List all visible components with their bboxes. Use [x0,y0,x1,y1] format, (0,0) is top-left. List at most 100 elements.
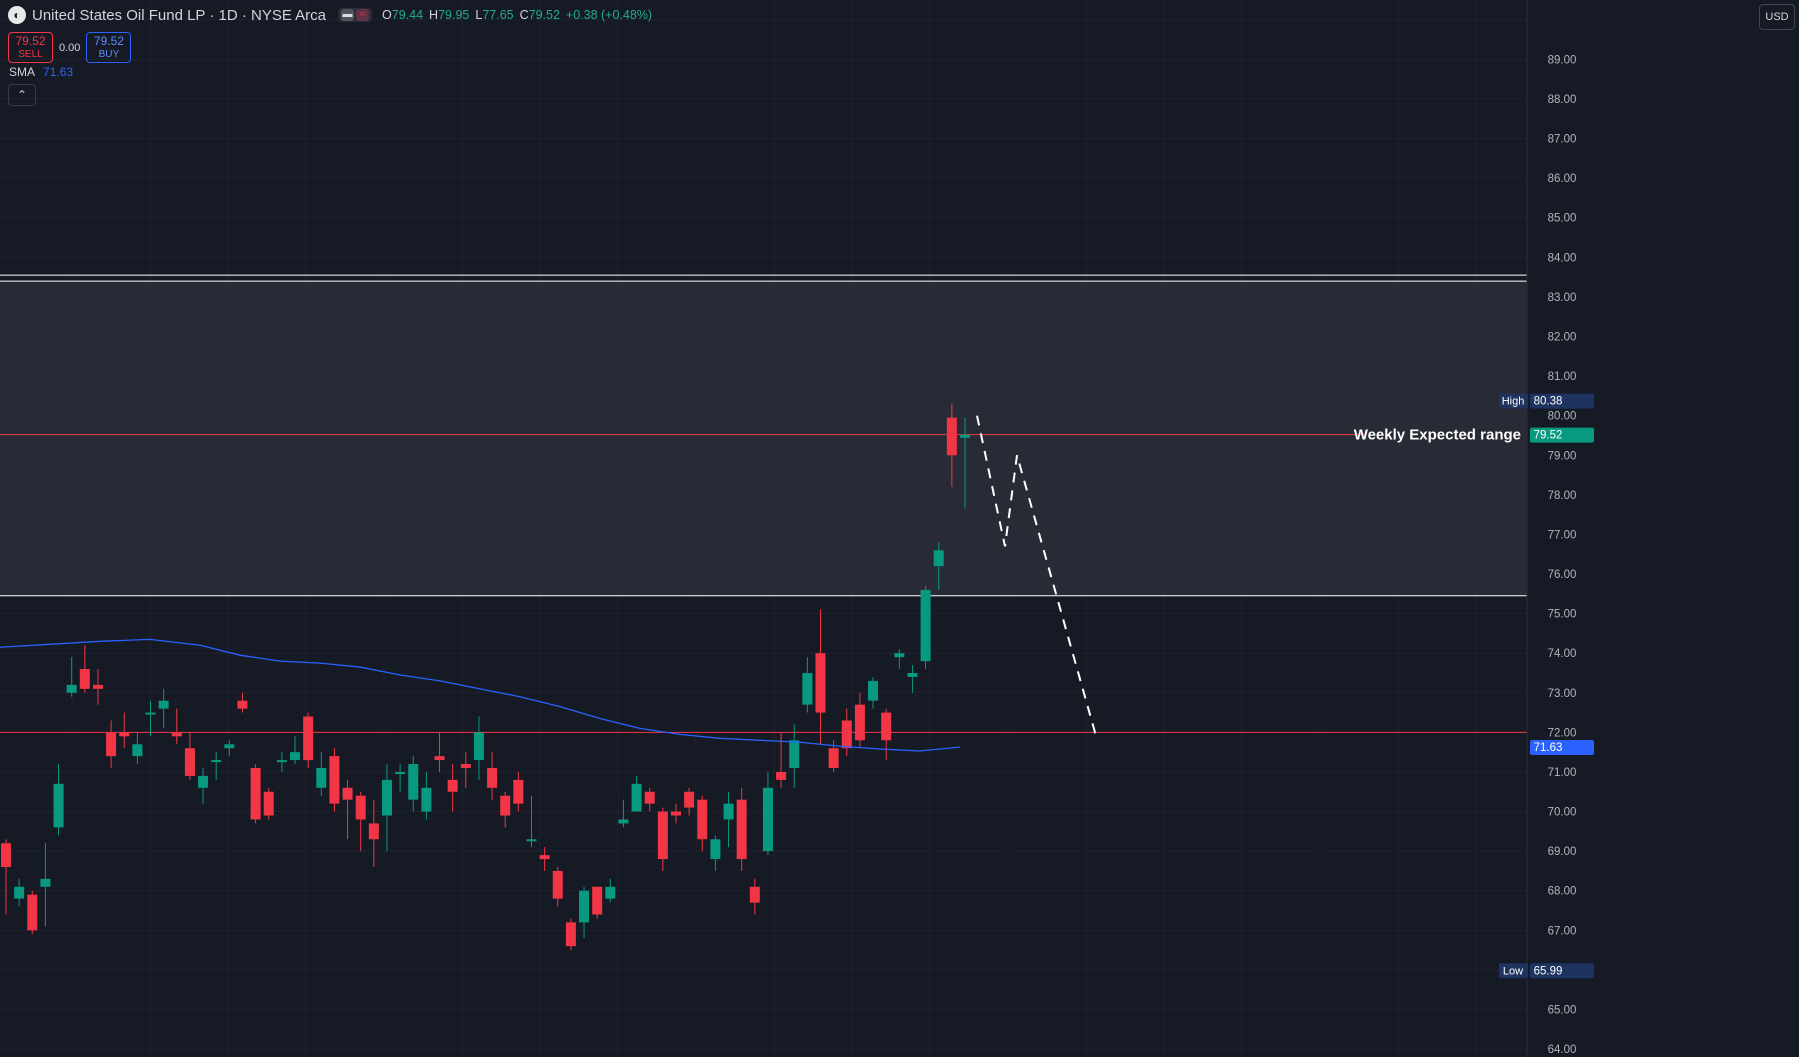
candle [500,795,511,816]
y-tick-label: 88.00 [1548,94,1577,106]
y-tick-label: 64.00 [1548,1044,1577,1056]
candle [894,653,905,658]
sell-button[interactable]: 79.52 SELL [8,32,53,63]
spread-value: 0.00 [59,41,81,54]
currency-button[interactable]: USD [1759,4,1795,30]
line-label: Weekly Expected range [1354,427,1521,444]
collapse-legend-button[interactable]: ⌃ [8,84,36,106]
y-tick-label: 69.00 [1548,846,1577,858]
candle [828,748,839,769]
symbol-logo-icon: ◐ [8,6,26,24]
candle [66,684,77,693]
price-badge-value: 65.99 [1534,965,1563,977]
candle [697,799,708,840]
candle [933,550,944,567]
candle [487,768,498,788]
candle [303,716,314,761]
candle [276,760,287,763]
candle [224,744,235,749]
ohlc-values: O79.44 H79.95 L77.65 C79.52 +0.38 (+0.48… [382,8,653,22]
candle [920,589,931,662]
data-delay-icon: ≈ [356,9,370,21]
candle [670,811,681,816]
candle [815,653,826,713]
candle [946,417,957,456]
candle [106,732,117,757]
y-tick-label: 67.00 [1548,925,1577,937]
price-badge-value: 71.63 [1534,742,1563,754]
candle [460,764,471,769]
price-badge [1530,740,1594,756]
y-tick-label: 83.00 [1548,292,1577,304]
candle [960,434,970,438]
y-tick-label: 87.00 [1548,134,1577,146]
sma-line [0,638,961,752]
price-badge-value: 80.38 [1534,396,1563,408]
candle [592,886,603,915]
price-badge-tag [1499,963,1528,979]
candle [368,823,379,840]
candle [171,732,182,737]
candle [421,787,432,812]
price-badge-label: Low [1503,965,1523,977]
candle [263,791,274,816]
y-tick-label: 72.00 [1548,727,1577,739]
price-badge [1530,393,1594,409]
candle [789,740,800,769]
y-tick-label: 75.00 [1548,609,1577,621]
candle [657,811,668,860]
symbol-title[interactable]: United States Oil Fund LP · 1D · NYSE Ar… [32,6,327,24]
price-change: +0.38 (+0.48%) [565,8,653,22]
symbol-header: ◐ United States Oil Fund LP · 1D · NYSE … [8,6,652,24]
trade-panel: 79.52 SELL 0.00 79.52 BUY [8,32,132,63]
y-tick-label: 84.00 [1548,252,1577,264]
y-tick-label: 79.00 [1548,450,1577,462]
projection-path [976,415,1103,734]
candle [145,712,156,715]
y-tick-label: 78.00 [1548,490,1577,502]
y-tick-label: 80.00 [1548,411,1577,423]
candle [749,886,760,903]
candle [408,764,419,800]
price-badge-value: 79.52 [1534,430,1563,442]
y-tick-label: 76.00 [1548,569,1577,581]
candle [132,744,143,757]
candle [644,791,655,804]
market-status-pill[interactable]: ▬ ≈ [338,8,373,22]
candle [342,787,353,800]
candle [618,819,629,824]
y-tick-label: 65.00 [1548,1004,1577,1016]
y-tick-label: 71.00 [1548,767,1577,779]
candle [158,700,169,709]
y-tick-label: 70.00 [1548,807,1577,819]
candle [79,669,90,689]
candle [381,779,392,816]
candle [710,839,721,860]
candle [539,855,550,860]
candle [434,756,445,761]
candle [184,748,195,776]
expected-range-zone [0,281,1527,596]
candle [552,870,563,899]
candle [198,775,209,788]
candle [513,779,524,804]
buy-button[interactable]: 79.52 BUY [86,32,132,63]
y-tick-label: 85.00 [1548,213,1577,225]
candle [736,799,747,860]
candle [802,672,813,705]
price-badge-tag [1499,393,1528,409]
candle [605,886,616,899]
indicator-legend[interactable]: SMA 71.63 [9,65,73,79]
candle [723,803,734,820]
candle [473,732,484,761]
candle [907,672,918,677]
candle [684,791,695,808]
indicator-value: 71.63 [43,65,74,79]
candle [841,720,852,749]
candle [868,680,879,701]
y-tick-label: 81.00 [1548,371,1577,383]
y-tick-label: 73.00 [1548,688,1577,700]
candle [776,771,787,780]
candle [579,890,590,923]
